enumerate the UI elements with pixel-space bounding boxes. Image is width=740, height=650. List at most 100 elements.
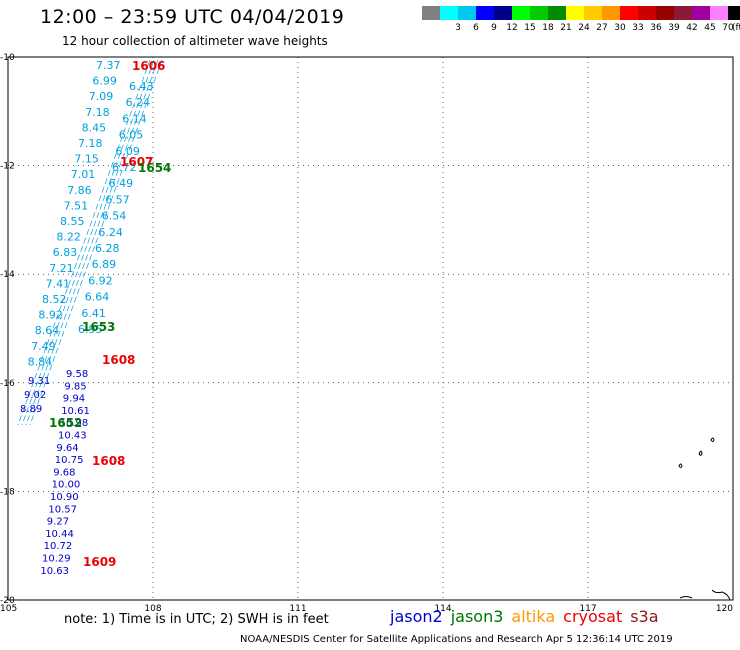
wave-height-label: 9.64 xyxy=(56,443,78,454)
legend-entry-altika: altika xyxy=(511,607,556,626)
scale-swatch xyxy=(584,6,602,20)
wave-height-label: 8.55 xyxy=(60,215,85,228)
scale-swatch xyxy=(548,6,566,20)
wave-height-label: 10.61 xyxy=(61,406,90,417)
scale-label: 12 xyxy=(506,23,518,33)
wave-height-label: 10.63 xyxy=(40,566,69,577)
pass-time-label: 1654 xyxy=(138,161,171,175)
legend-entry-s3a: s3a xyxy=(630,607,659,626)
wave-height-label: 6.57 xyxy=(105,193,130,206)
footer-note: note: 1) Time is in UTC; 2) SWH is in fe… xyxy=(64,612,329,627)
pass-time-label: 1606 xyxy=(132,59,165,73)
wave-height-label: 9.94 xyxy=(63,394,85,405)
scale-swatch xyxy=(440,6,458,20)
wave-height-label: 9.02 xyxy=(24,390,46,401)
pass-time-label: 1609 xyxy=(83,555,116,569)
map-subtitle: 12 hour collection of altimeter wave hei… xyxy=(62,34,328,48)
lon-tick-label: 105 xyxy=(0,604,17,614)
map-title: 12:00 – 23:59 UTC 04/04/2019 xyxy=(40,6,345,28)
wave-height-label: 10.44 xyxy=(45,529,74,540)
scale-swatch xyxy=(566,6,584,20)
scale-label: 39 xyxy=(668,23,680,33)
legend-entry-jason3: jason3 xyxy=(450,607,504,626)
wave-height-label: 10.00 xyxy=(52,480,81,491)
wave-height-label: 7.37 xyxy=(96,59,121,72)
wave-height-label: 7.21 xyxy=(49,262,73,275)
pass-time-label: 1608 xyxy=(92,454,125,468)
scale-label: 24 xyxy=(578,23,590,33)
scale-swatch xyxy=(656,6,674,20)
wave-height-label: 6.64 xyxy=(85,291,110,304)
pass-time-label: 1652 xyxy=(49,416,82,430)
island-shape xyxy=(698,450,703,456)
scale-swatch xyxy=(476,6,494,20)
wave-height-label: 6.28 xyxy=(95,242,120,255)
lon-tick-label: 120 xyxy=(716,604,733,614)
lat-tick-label: -16 xyxy=(0,379,15,389)
scale-label: 15 xyxy=(524,23,536,33)
wave-height-label: 8.64 xyxy=(35,324,60,337)
wave-height-label: 6.09 xyxy=(115,145,139,158)
scale-label: 6 xyxy=(473,23,479,33)
satellite-tracks: 7.37 6.99 7.09 7.18 8.45 7.18 7.15 7.01 7.86 7.51… xyxy=(17,59,171,577)
lon-tick-label: 108 xyxy=(144,604,161,614)
wave-height-label: 6.83 xyxy=(53,246,78,259)
lat-tick-label: -18 xyxy=(0,487,15,497)
scale-swatch xyxy=(422,6,440,20)
lat-tick-label: -12 xyxy=(0,162,15,172)
satellite-legend: jason2 jason3 altika cryosat s3a xyxy=(390,607,667,626)
wave-height-label: 7.01 xyxy=(71,168,96,181)
wave-height-label: 8.84 xyxy=(28,355,52,368)
track-line xyxy=(25,59,159,426)
wave-height-label: 7.09 xyxy=(89,90,114,103)
wave-height-label: 7.18 xyxy=(85,106,110,119)
scale-unit: (ft) xyxy=(732,23,740,33)
scale-label: 30 xyxy=(614,23,626,33)
track-line xyxy=(29,59,163,426)
scale-swatch xyxy=(674,6,692,20)
wave-height-label: 10.98 xyxy=(60,418,89,429)
wave-height-label: 9.85 xyxy=(64,381,86,392)
island-shape xyxy=(678,463,683,468)
pass-time-label: 1653 xyxy=(82,320,115,334)
scale-swatch xyxy=(494,6,512,20)
pass-time-label: 1607 xyxy=(120,155,153,169)
scale-swatch xyxy=(728,6,740,20)
track-line xyxy=(21,59,155,426)
wave-height-label: 7.18 xyxy=(78,137,103,150)
scale-label: 42 xyxy=(686,23,698,33)
lat-tick-label: -14 xyxy=(0,270,15,280)
wave-height-label: 6.54 xyxy=(102,210,127,223)
wave-height-label: 6.49 xyxy=(109,177,134,190)
wave-height-label: 6.41 xyxy=(81,307,106,320)
scale-swatch xyxy=(530,6,548,20)
scale-label: 33 xyxy=(632,23,644,33)
wave-height-label: 8.22 xyxy=(56,231,81,244)
island-shape xyxy=(679,596,693,599)
wave-height-label: 6.89 xyxy=(92,258,117,271)
scale-label: 18 xyxy=(542,23,554,33)
wave-height-label: 10.43 xyxy=(58,431,87,442)
map-frame xyxy=(7,56,734,601)
wave-height-label: 10.75 xyxy=(55,455,84,466)
axis-tick-labels: 105 108 111 114 117 120 -10 -12 -14 -16 -18 -20 xyxy=(0,53,733,614)
lon-tick-label: 114 xyxy=(434,604,451,614)
scale-label: 36 xyxy=(650,23,662,33)
wave-height-label: 10.29 xyxy=(42,554,71,565)
scale-swatch xyxy=(458,6,476,20)
scale-swatch xyxy=(620,6,638,20)
scale-swatch xyxy=(512,6,530,20)
scale-swatch xyxy=(602,6,620,20)
scale-label: 21 xyxy=(560,23,572,33)
wave-height-label: 8.52 xyxy=(42,293,67,306)
wave-height-label: 8.89 xyxy=(20,404,42,415)
wave-height-label: 6.24 xyxy=(98,226,123,239)
wave-height-label: 7.86 xyxy=(67,184,92,197)
scale-label: 3 xyxy=(455,23,461,33)
island-shape xyxy=(711,589,731,601)
lat-tick-label: -20 xyxy=(0,596,15,606)
wave-height-label: 7.51 xyxy=(64,199,89,212)
wave-height-label: 10.57 xyxy=(48,504,77,515)
wave-height-label: 7.15 xyxy=(74,153,99,166)
